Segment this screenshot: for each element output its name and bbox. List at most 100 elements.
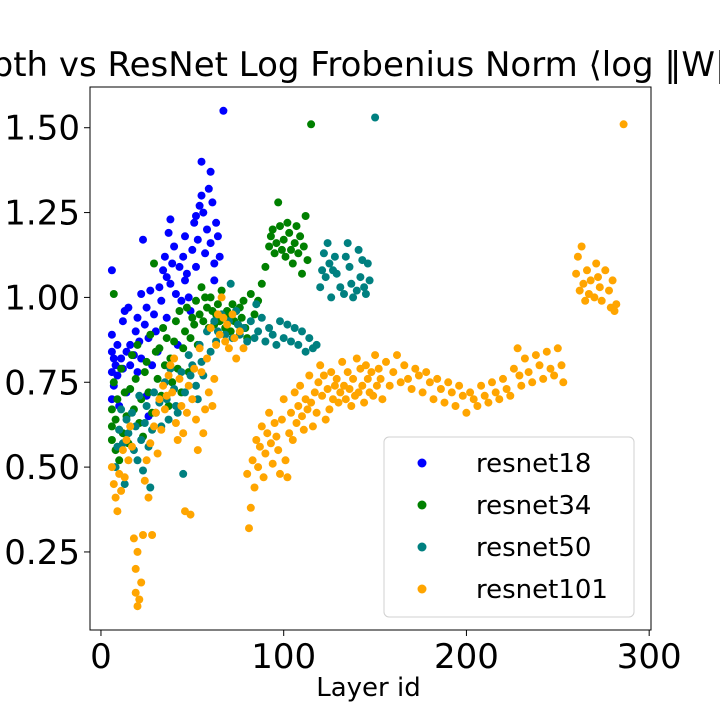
point-resnet101 — [528, 378, 537, 387]
point-resnet101 — [131, 588, 140, 597]
point-resnet34 — [168, 378, 177, 387]
point-resnet50 — [221, 330, 230, 339]
point-resnet50 — [301, 347, 310, 356]
point-resnet50 — [146, 483, 155, 492]
point-resnet101 — [440, 398, 449, 407]
point-resnet18 — [126, 340, 135, 349]
point-resnet101 — [559, 378, 568, 387]
point-resnet101 — [195, 344, 204, 353]
point-resnet101 — [206, 324, 215, 332]
point-resnet18 — [193, 235, 202, 244]
point-resnet101 — [318, 391, 327, 400]
point-resnet101 — [118, 446, 127, 455]
point-resnet101 — [325, 405, 334, 414]
data-points — [107, 106, 628, 611]
point-resnet101 — [581, 296, 590, 305]
point-resnet34 — [294, 249, 303, 258]
point-resnet101 — [151, 408, 160, 417]
point-resnet101 — [385, 381, 394, 390]
point-resnet101 — [396, 378, 405, 387]
point-resnet101 — [303, 405, 312, 414]
point-resnet101 — [484, 398, 493, 407]
point-resnet101 — [113, 507, 122, 516]
point-resnet101 — [224, 344, 233, 353]
point-resnet34 — [274, 198, 283, 207]
point-resnet101 — [592, 259, 601, 268]
point-resnet34 — [181, 327, 189, 336]
point-resnet18 — [164, 228, 173, 237]
point-resnet34 — [140, 368, 149, 377]
point-resnet101 — [210, 374, 219, 383]
point-resnet101 — [429, 395, 438, 404]
point-resnet101 — [137, 578, 146, 587]
point-resnet34 — [287, 245, 295, 254]
y-tick-label: 0.50 — [4, 448, 80, 488]
point-resnet101 — [120, 473, 129, 482]
point-resnet34 — [206, 293, 215, 302]
legend-label-resnet18: resnet18 — [476, 449, 591, 479]
point-resnet18 — [184, 293, 193, 302]
point-resnet34 — [277, 245, 286, 254]
point-resnet18 — [113, 371, 122, 380]
point-resnet101 — [360, 398, 369, 407]
y-tick-label: 1.00 — [4, 278, 80, 318]
point-resnet101 — [179, 429, 188, 438]
point-resnet101 — [458, 391, 467, 400]
point-resnet101 — [122, 436, 131, 444]
point-resnet101 — [400, 361, 409, 370]
point-resnet34 — [133, 340, 142, 349]
point-resnet50 — [250, 334, 259, 343]
point-resnet101 — [263, 429, 272, 438]
point-resnet18 — [197, 157, 206, 166]
legend-marker-resnet101 — [417, 584, 427, 594]
point-resnet34 — [292, 222, 301, 231]
point-resnet50 — [133, 456, 142, 465]
point-resnet50 — [323, 239, 332, 248]
point-resnet50 — [305, 334, 314, 343]
point-resnet101 — [248, 456, 257, 465]
point-resnet101 — [480, 391, 489, 400]
point-resnet34 — [109, 378, 118, 387]
x-tick-label: 200 — [434, 637, 499, 677]
point-resnet18 — [170, 242, 179, 251]
point-resnet101 — [308, 422, 317, 431]
point-resnet34 — [115, 456, 124, 465]
point-resnet34 — [201, 293, 210, 302]
point-resnet50 — [206, 347, 215, 356]
point-resnet101 — [305, 371, 314, 380]
point-resnet50 — [246, 317, 255, 326]
point-resnet50 — [139, 466, 147, 475]
point-resnet101 — [160, 405, 169, 414]
point-resnet34 — [190, 320, 199, 329]
point-resnet101 — [321, 415, 330, 424]
point-resnet101 — [168, 388, 177, 397]
point-resnet50 — [181, 388, 189, 397]
point-resnet101 — [590, 293, 599, 302]
point-resnet101 — [455, 381, 464, 390]
point-resnet50 — [115, 425, 124, 434]
point-resnet101 — [283, 473, 292, 482]
x-tick-label: 0 — [90, 637, 112, 677]
point-resnet101 — [173, 436, 182, 444]
point-resnet101 — [153, 449, 162, 458]
point-resnet101 — [323, 385, 332, 393]
point-resnet50 — [347, 279, 356, 288]
point-resnet101 — [212, 340, 221, 349]
series-resnet101 — [107, 120, 628, 611]
point-resnet101 — [338, 357, 347, 366]
point-resnet50 — [131, 422, 140, 431]
point-resnet101 — [462, 408, 471, 417]
point-resnet101 — [230, 334, 239, 343]
point-resnet50 — [345, 262, 354, 271]
point-resnet18 — [162, 273, 171, 282]
point-resnet18 — [181, 276, 189, 285]
point-resnet101 — [619, 120, 628, 129]
point-resnet50 — [316, 283, 325, 292]
point-resnet34 — [281, 252, 290, 261]
point-resnet34 — [159, 324, 168, 332]
point-resnet101 — [447, 388, 456, 397]
point-resnet18 — [159, 266, 168, 275]
point-resnet101 — [239, 344, 248, 353]
point-resnet101 — [378, 395, 387, 404]
point-resnet34 — [301, 212, 310, 220]
